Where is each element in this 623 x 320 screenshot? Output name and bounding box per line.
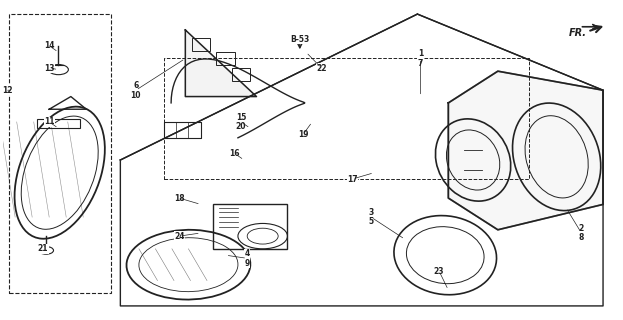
Text: 11: 11 — [44, 117, 54, 126]
Text: 1
7: 1 7 — [418, 49, 423, 68]
Bar — [232, 68, 250, 81]
Text: FR.: FR. — [569, 28, 587, 38]
Text: 21: 21 — [38, 244, 48, 253]
Bar — [164, 122, 201, 138]
Bar — [213, 204, 287, 249]
Text: 4
9: 4 9 — [245, 249, 250, 268]
Text: 14: 14 — [44, 41, 54, 50]
Text: 16: 16 — [230, 149, 240, 158]
Text: B-53: B-53 — [290, 35, 310, 44]
Text: 22: 22 — [316, 63, 326, 73]
Bar — [191, 38, 210, 51]
Text: 12: 12 — [2, 86, 13, 95]
Text: 6
10: 6 10 — [131, 81, 141, 100]
Text: 13: 13 — [44, 63, 54, 73]
Bar — [216, 52, 235, 65]
Text: 15
20: 15 20 — [235, 113, 246, 131]
Text: 19: 19 — [298, 130, 308, 139]
Text: 24: 24 — [174, 232, 184, 241]
Text: 23: 23 — [434, 267, 444, 276]
Text: 18: 18 — [174, 194, 184, 203]
Polygon shape — [185, 30, 257, 97]
Text: 17: 17 — [347, 174, 358, 184]
Text: 2
8: 2 8 — [579, 224, 584, 242]
Polygon shape — [449, 71, 603, 230]
Text: 3
5: 3 5 — [368, 208, 374, 227]
